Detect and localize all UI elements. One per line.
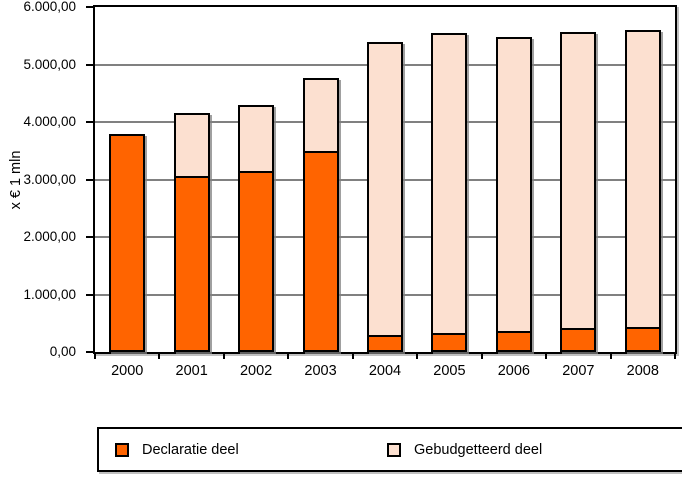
bar-segment-gebudgetteerd-2002 bbox=[238, 105, 275, 171]
bar-2006 bbox=[495, 37, 532, 352]
y-tick-label-1000: 1.000,00 bbox=[23, 286, 76, 302]
bar-segment-gebudgetteerd-2004 bbox=[367, 42, 403, 335]
bar-segment-declaratie-2001 bbox=[173, 176, 210, 352]
bar-segment-declaratie-2002 bbox=[238, 171, 275, 352]
legend-label-gebudgetteerd: Gebudgetteerd deel bbox=[414, 441, 543, 458]
y-tick-6000 bbox=[86, 6, 93, 8]
x-label-2004: 2004 bbox=[368, 363, 402, 379]
bar-segment-declaratie-2007 bbox=[560, 328, 597, 352]
bar-segment-declaratie-2003 bbox=[302, 151, 339, 352]
legend-label-declaratie: Declaratie deel bbox=[142, 441, 239, 458]
x-label-2008: 2008 bbox=[626, 363, 659, 379]
bar-2000 bbox=[109, 134, 146, 352]
legend-item-declaratie: Declaratie deel bbox=[115, 429, 239, 470]
bar-2001 bbox=[173, 113, 210, 352]
bar-2005 bbox=[431, 33, 468, 352]
x-label-2002: 2002 bbox=[239, 363, 273, 379]
bar-2007 bbox=[560, 32, 597, 352]
y-tick-label-5000: 5.000,00 bbox=[23, 56, 76, 72]
legend-swatch-declaratie bbox=[115, 442, 129, 457]
bar-2008 bbox=[624, 30, 661, 352]
y-tick-label-3000: 3.000,00 bbox=[23, 171, 76, 187]
legend-item-gebudgetteerd: Gebudgetteerd deel bbox=[387, 429, 542, 470]
x-label-2007: 2007 bbox=[562, 363, 595, 379]
x-tick-5 bbox=[416, 352, 419, 359]
bar-segment-gebudgetteerd-2006 bbox=[495, 37, 532, 331]
y-tick-4000 bbox=[86, 121, 93, 123]
y-tick-1000 bbox=[86, 293, 93, 296]
bar-2003 bbox=[302, 78, 339, 352]
bar-segment-declaratie-2005 bbox=[431, 333, 468, 352]
legend-swatch-gebudgetteerd bbox=[387, 442, 401, 457]
bar-2004 bbox=[367, 42, 403, 352]
x-tick-0 bbox=[94, 352, 96, 359]
y-tick-label-0: 0,00 bbox=[49, 344, 76, 359]
bar-segment-gebudgetteerd-2003 bbox=[302, 78, 339, 151]
x-tick-4 bbox=[351, 352, 354, 359]
bar-segment-gebudgetteerd-2001 bbox=[173, 113, 210, 176]
legend: Declaratie deel Gebudgetteerd deel bbox=[97, 427, 682, 472]
x-label-2001: 2001 bbox=[175, 363, 208, 379]
x-tick-6 bbox=[480, 352, 483, 359]
x-tick-1 bbox=[158, 352, 161, 359]
plot-area bbox=[93, 5, 677, 354]
x-label-2000: 2000 bbox=[111, 363, 144, 379]
y-tick-label-4000: 4.000,00 bbox=[23, 114, 76, 129]
y-tick-label-2000: 2.000,00 bbox=[23, 229, 76, 244]
bar-segment-gebudgetteerd-2008 bbox=[624, 30, 661, 327]
bar-segment-gebudgetteerd-2007 bbox=[560, 32, 597, 328]
x-label-2005: 2005 bbox=[433, 363, 466, 379]
x-label-2006: 2006 bbox=[497, 363, 530, 379]
bar-segment-declaratie-2000 bbox=[109, 134, 146, 352]
x-tick-3 bbox=[287, 352, 290, 359]
y-tick-5000 bbox=[86, 63, 93, 66]
bar-segment-gebudgetteerd-2005 bbox=[431, 33, 468, 333]
bar-segment-declaratie-2006 bbox=[495, 331, 532, 352]
x-tick-9 bbox=[674, 352, 676, 359]
x-tick-7 bbox=[545, 352, 548, 359]
y-tick-label-6000: 6.000,00 bbox=[23, 0, 76, 14]
y-tick-2000 bbox=[86, 236, 93, 238]
bar-segment-declaratie-2004 bbox=[367, 335, 403, 352]
bar-segment-declaratie-2008 bbox=[624, 327, 661, 352]
y-tick-0 bbox=[86, 351, 93, 353]
bar-2002 bbox=[238, 105, 275, 352]
y-tick-3000 bbox=[86, 178, 93, 181]
x-label-2003: 2003 bbox=[304, 363, 337, 379]
x-tick-2 bbox=[222, 352, 225, 359]
x-tick-8 bbox=[609, 352, 612, 359]
